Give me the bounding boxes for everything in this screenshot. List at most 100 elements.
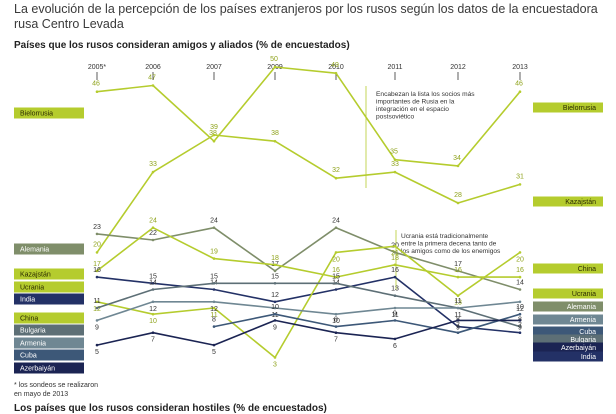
- legend-left-label-china: China: [20, 316, 38, 323]
- data-point-bulgaria: [334, 282, 338, 285]
- legend-right-box-cuba: [533, 326, 603, 337]
- data-label: 16: [93, 267, 101, 274]
- data-label: 33: [149, 161, 157, 168]
- data-point-bulgaria: [393, 294, 397, 298]
- data-label: 11: [454, 312, 461, 319]
- legend-left-box-bulgaria: [14, 324, 84, 336]
- data-label: 17: [93, 261, 101, 268]
- data-point-bielorrusia: [518, 90, 522, 93]
- data-point-india: [212, 288, 216, 291]
- data-label: 47: [148, 75, 156, 82]
- series-line-azerbaiyan: [96, 319, 520, 346]
- data-point-bielorrusia: [273, 65, 277, 69]
- data-label: 9: [273, 324, 277, 331]
- data-label: 8: [334, 317, 338, 324]
- data-label: 18: [271, 255, 279, 262]
- legend-left-label-armenia: Armenia: [20, 341, 46, 348]
- data-point-bielorrusia: [212, 139, 216, 143]
- data-point-ucrania: [95, 269, 99, 273]
- data-point-india: [393, 275, 397, 279]
- data-point-alemania: [393, 251, 397, 254]
- legend-left-label-alemania: Alemania: [20, 247, 49, 254]
- annotation-text: importantes de Rusia en la: [376, 99, 455, 106]
- data-point-azerbaiyan: [273, 319, 277, 322]
- data-point-ucrania: [456, 275, 460, 279]
- legend-left-box-armenia: [14, 337, 84, 349]
- data-point-bielorrusia: [393, 158, 397, 161]
- data-label: 9: [393, 310, 397, 317]
- legend-left-label-bulgaria: Bulgaria: [20, 328, 46, 335]
- data-point-kazajstan: [151, 170, 155, 174]
- data-point-china: [456, 294, 460, 298]
- data-label: 16: [391, 267, 399, 274]
- data-label: 18: [391, 255, 399, 262]
- data-label: 49: [331, 62, 339, 69]
- data-point-alemania: [518, 288, 522, 291]
- year-label: 2005*: [88, 64, 107, 71]
- data-point-india: [151, 282, 155, 285]
- legend-left-box-cuba: [14, 349, 84, 361]
- data-label: 46: [515, 81, 523, 88]
- data-point-bulgaria: [212, 282, 216, 285]
- data-label: 12: [149, 306, 157, 313]
- data-label: 7: [334, 337, 338, 344]
- series-line-kazajstan: [96, 134, 521, 253]
- data-label: 50: [270, 56, 278, 63]
- series-line-china: [96, 245, 521, 359]
- annotation-text: postsoviético: [376, 114, 414, 121]
- legend-left-label-india: India: [20, 297, 35, 304]
- legend-left-box-ucrania: [14, 281, 84, 293]
- data-label: 13: [391, 286, 399, 293]
- data-label: 24: [210, 218, 218, 225]
- data-label: 9: [518, 324, 522, 331]
- chart-title: La evolución de la percepción de los paí…: [14, 2, 598, 31]
- data-label: 24: [332, 218, 340, 225]
- data-point-kazajstan: [393, 170, 397, 174]
- data-point-cuba: [518, 312, 522, 316]
- data-point-cuba: [273, 312, 277, 316]
- data-label: 15: [332, 273, 340, 280]
- legend-right-label-alemania: Alemania: [567, 304, 596, 311]
- data-point-india: [456, 325, 460, 328]
- data-point-india: [273, 300, 277, 304]
- data-point-azerbaiyan: [95, 343, 99, 347]
- data-label: 11: [391, 312, 398, 319]
- data-label: 17: [454, 261, 462, 268]
- data-label: 16: [454, 267, 462, 274]
- data-label: 39: [210, 124, 218, 131]
- data-label: 28: [454, 192, 462, 199]
- data-label: 16: [516, 267, 524, 274]
- data-point-kazajstan: [212, 133, 216, 137]
- data-label: 15: [149, 273, 157, 280]
- data-point-bulgaria: [273, 282, 277, 285]
- data-label: 7: [151, 337, 155, 344]
- data-point-bulgaria: [151, 288, 155, 291]
- data-point-ucrania: [212, 257, 216, 260]
- data-point-armenia: [456, 306, 460, 310]
- data-point-alemania: [334, 226, 338, 229]
- legend-left-box-alemania: [14, 243, 84, 255]
- data-label: 8: [212, 317, 216, 324]
- data-point-alemania: [456, 269, 460, 273]
- data-point-azerbaiyan: [334, 331, 338, 335]
- data-point-armenia: [334, 312, 338, 316]
- data-label: 9: [95, 324, 99, 331]
- legend-left-box-azerbaiyan: [14, 362, 84, 374]
- legend-right-box-alemania: [533, 301, 603, 312]
- legend-left-box-china: [14, 312, 84, 324]
- data-label: 31: [516, 173, 524, 180]
- data-point-cuba: [393, 319, 397, 322]
- legend-left-label-azerbaiyan: Azerbaiyán: [20, 366, 55, 373]
- data-point-bulgaria: [518, 325, 522, 328]
- data-label: 11: [210, 312, 217, 319]
- series-line-bulgaria: [96, 282, 521, 328]
- annotation-text: los amigos como de los enemigos: [401, 248, 501, 255]
- next-section-heading: Los países que los rusos consideran host…: [14, 403, 327, 414]
- data-point-cuba: [212, 325, 216, 328]
- data-point-india: [334, 288, 338, 291]
- data-label: 12: [516, 306, 524, 313]
- data-label: 13: [454, 300, 462, 307]
- footnote: * los sondeos se realizaron en mayo de 2…: [14, 382, 99, 398]
- legend-right-label-kazajstan: Kazajstán: [565, 199, 596, 206]
- data-label: 11: [93, 298, 100, 305]
